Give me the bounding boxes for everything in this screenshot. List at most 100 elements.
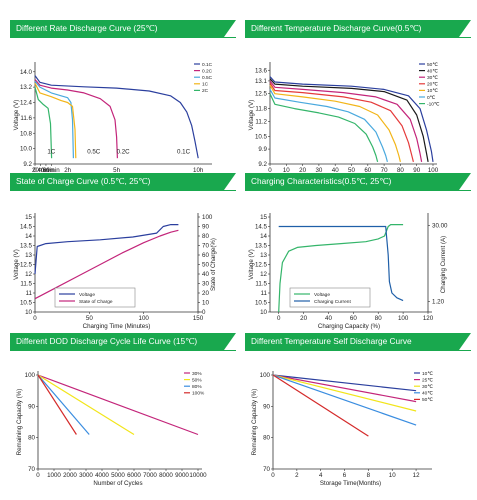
series-line (34, 86, 53, 159)
y-tick-label: 9.2 (23, 161, 32, 168)
y2-tick-label: 20 (202, 290, 209, 297)
curve-annotation: 10h (193, 167, 204, 174)
title-tab (224, 333, 236, 350)
y-axis-label: Remaining Capacity (%) (251, 389, 258, 456)
legend-label: 2C (202, 88, 209, 94)
legend-label: 50% (192, 377, 202, 383)
y-tick-label: 11.5 (255, 281, 267, 288)
series-line (269, 84, 401, 163)
x-tick-label: 120 (423, 315, 434, 322)
x-tick-label: 8 (367, 472, 371, 479)
legend-label: 40℃ (427, 68, 438, 74)
x-tick-label: 12 (413, 472, 420, 479)
y-tick-label: 12.5 (20, 262, 33, 269)
y2-tick-label: 90 (202, 224, 209, 231)
panel-temperature-discharge: Different Temperature Discharge Curve(0.… (245, 20, 473, 182)
x-tick-label: 40 (332, 167, 339, 174)
title-rule (10, 190, 236, 191)
y-tick-label: 14 (25, 233, 32, 240)
series-line (272, 374, 369, 437)
x-tick-label: 0 (33, 315, 37, 322)
y-tick-label: 11.6 (20, 115, 32, 122)
x-tick-label: 9000 (175, 472, 189, 479)
panel-charging-characteristics: Charging Characteristics(0.5℃, 25℃) 10 10… (245, 173, 473, 331)
y-axis-label: Remaining Capacity (%) (16, 389, 23, 456)
y2-tick-label: 40 (202, 271, 209, 278)
x-tick-label: 20 (300, 315, 307, 322)
y-tick-label: 10.5 (20, 300, 33, 307)
series-line (269, 82, 414, 163)
series-line (37, 374, 90, 435)
title-rule (245, 350, 471, 351)
y-tick-label: 13 (25, 252, 32, 259)
y2-tick-label: 50 (202, 262, 209, 269)
legend-label: 40℃ (422, 391, 433, 397)
x-tick-label: 8000 (159, 472, 173, 479)
legend-label: 30% (192, 371, 202, 377)
y-tick-label: 70 (263, 466, 270, 473)
y-tick-label: 100 (25, 372, 36, 379)
legend-label: 10℃ (427, 88, 438, 94)
y-tick-label: 11.8 (255, 106, 267, 113)
y-tick-label: 11 (261, 290, 268, 297)
legend-label: 50℃ (422, 397, 433, 403)
legend-label: 50℃ (427, 62, 438, 68)
y-tick-label: 10.5 (255, 133, 268, 140)
y-tick-label: 12 (260, 271, 267, 278)
x-tick-label: 70 (381, 167, 388, 174)
y-tick-label: 12.5 (255, 262, 268, 269)
x-tick-label: 150 (193, 315, 204, 322)
y-tick-label: 100 (260, 372, 271, 379)
x-tick-label: 10000 (189, 472, 207, 479)
x-tick-label: 1000 (47, 472, 61, 479)
y-tick-label: 11 (26, 290, 33, 297)
y2-tick-label: 100 (202, 214, 213, 221)
legend-label: 25℃ (422, 377, 433, 383)
legend-label: 0.5C (202, 75, 213, 81)
series-line (34, 223, 179, 275)
series-line (37, 374, 135, 436)
series-line (269, 89, 388, 163)
x-tick-label: 4000 (95, 472, 109, 479)
y2-tick-label: 0 (202, 309, 206, 316)
legend-label: 10℃ (422, 371, 433, 377)
legend-label: 0℃ (427, 95, 436, 101)
y-tick-label: 13.1 (255, 78, 268, 85)
x-tick-label: 30 (315, 167, 322, 174)
x-tick-label: 6 (343, 472, 347, 479)
y-tick-label: 13 (260, 252, 267, 259)
y2-tick-label: 60 (202, 252, 209, 259)
title-rule (245, 190, 471, 191)
x-tick-label: 5000 (111, 472, 125, 479)
series-line (272, 374, 417, 403)
legend-label: 30℃ (422, 384, 433, 390)
series-line (34, 75, 199, 159)
legend-label: Voltage (79, 292, 95, 298)
x-tick-label: 50 (86, 315, 93, 322)
series-line (37, 374, 199, 436)
legend-label: 80% (192, 384, 202, 390)
y2-tick-label: 30 (202, 281, 209, 288)
series-line (34, 81, 74, 159)
y-tick-label: 12.4 (20, 100, 33, 107)
series-line (34, 229, 179, 300)
y-tick-label: 11.2 (255, 118, 267, 125)
series-line (272, 374, 417, 426)
x-tick-label: 40 (325, 315, 332, 322)
x-tick-label: 20min (32, 167, 49, 174)
y-tick-label: 13.6 (255, 67, 268, 74)
x-tick-label: 100 (428, 167, 439, 174)
series-line (269, 93, 379, 163)
chart-title: Charging Characteristics(0.5℃, 25℃) (245, 173, 459, 190)
x-tick-label: 7000 (143, 472, 157, 479)
chart-title: Different Temperature Discharge Curve(0.… (245, 20, 459, 37)
curve-annotation: 0.5C (87, 148, 101, 155)
y-tick-label: 13.5 (255, 243, 268, 250)
legend-label: 0.2C (202, 68, 213, 74)
y2-tick-label: 70 (202, 243, 209, 250)
chart-title: Different Temperature Self Discharge Cur… (245, 333, 459, 350)
y-tick-label: 15 (25, 214, 32, 221)
temperature-discharge-chart: 9.2 9.9 10.5 11.2 11.8 12.5 13.1 13.6 0 10 20 30 40 5… (248, 62, 440, 182)
panel-state-of-charge: State of Charge Curve (0.5℃, 25℃) 10 10.5… (10, 173, 238, 331)
